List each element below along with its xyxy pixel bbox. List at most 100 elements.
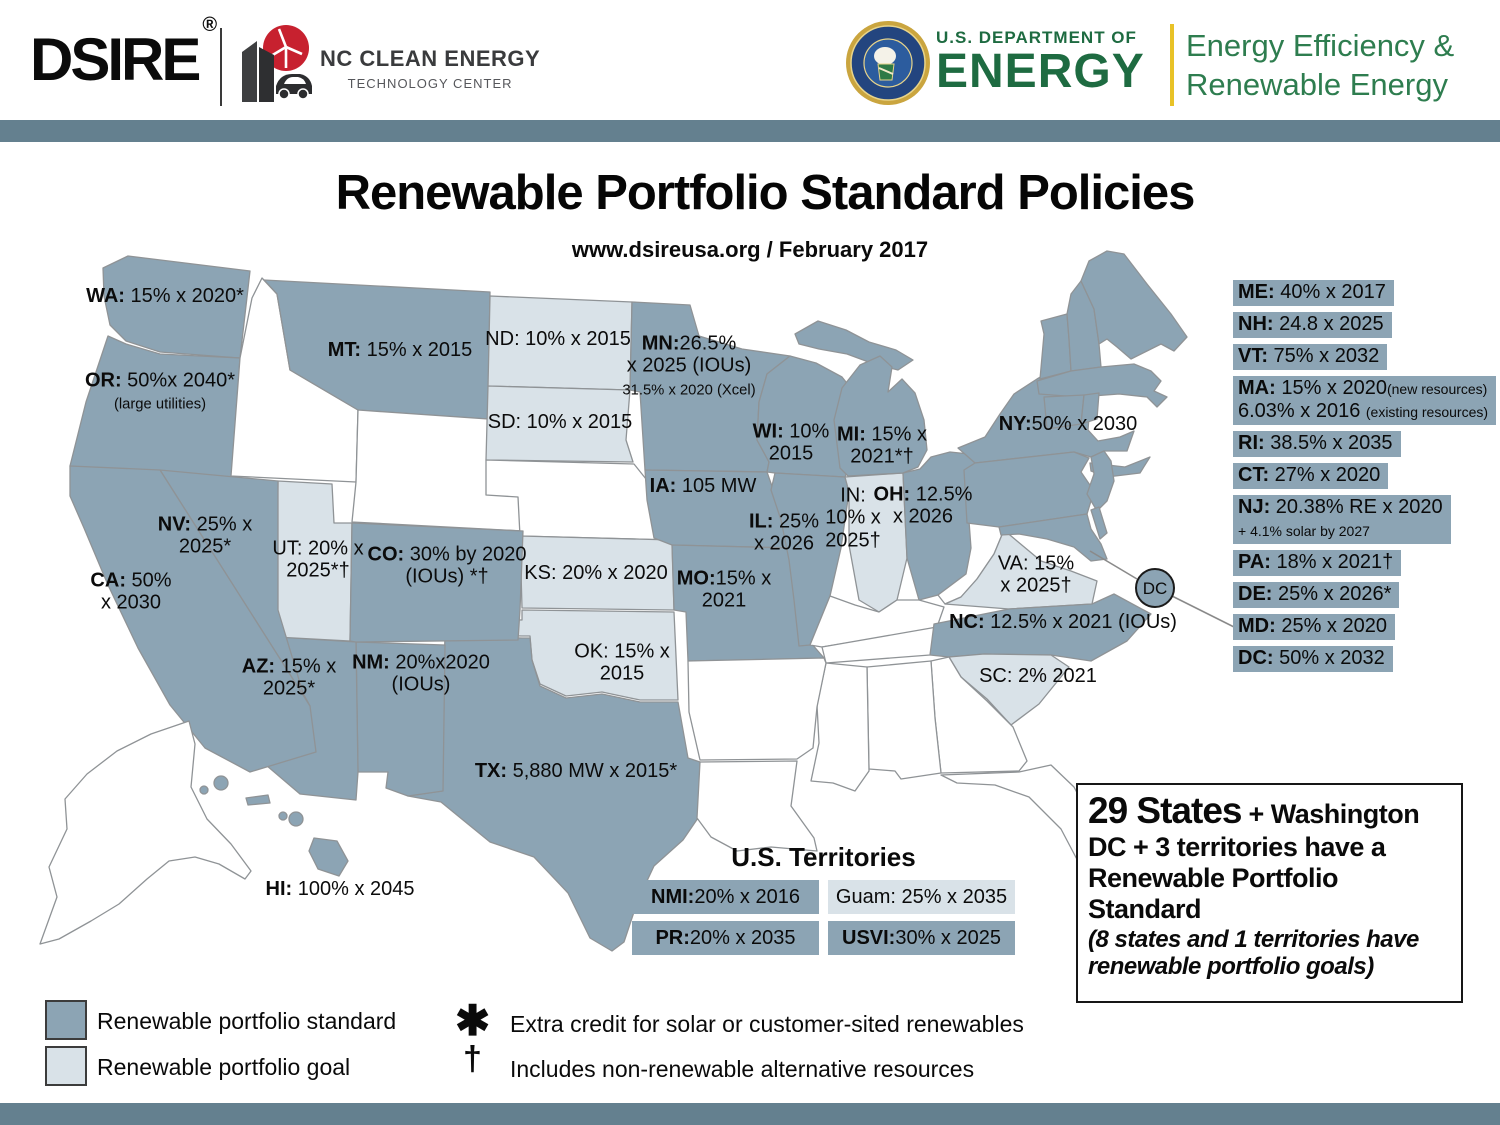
map-label-il: IL: 25% x 2026 bbox=[748, 510, 820, 555]
policy-item-vt: VT: 75% x 2032 bbox=[1233, 344, 1388, 370]
state-ri bbox=[1080, 392, 1100, 425]
state-hi-island bbox=[288, 811, 304, 827]
map-label-or: OR: 50%x 2040* (large utilities) bbox=[84, 369, 236, 413]
map-label-mi: MI: 15% x 2021*† bbox=[836, 423, 928, 468]
doe-dept-of: U.S. DEPARTMENT OF bbox=[936, 28, 1137, 47]
state-de bbox=[1090, 506, 1108, 540]
car-window bbox=[284, 77, 306, 84]
bottom-band bbox=[0, 1103, 1500, 1125]
asterisk-icon: ✱ bbox=[455, 997, 491, 1044]
map-label-ut: UT: 20% x 2025*† bbox=[272, 537, 364, 582]
dsire-wordmark: DSIRE bbox=[30, 26, 201, 93]
map-label-va: VA: 15% x 2025† bbox=[997, 552, 1075, 597]
policy-item-md: MD: 25% x 2020 bbox=[1233, 614, 1395, 640]
map-label-ks: KS: 20% x 2020 bbox=[524, 561, 668, 584]
legend-swatch-rps bbox=[45, 1000, 87, 1040]
car-wheel bbox=[278, 88, 290, 100]
map-label-in: IN: 10% x 2025† bbox=[825, 484, 881, 552]
state-vt bbox=[1039, 313, 1072, 380]
dc-badge-label: DC bbox=[1143, 579, 1168, 598]
legend-label-rps: Renewable portfolio standard bbox=[97, 1008, 397, 1034]
registered-mark: ® bbox=[202, 14, 218, 36]
summary-line3: Renewable Portfolio bbox=[1088, 862, 1339, 893]
building-icon bbox=[242, 41, 257, 102]
summary-count: 29 States bbox=[1088, 790, 1242, 831]
eere-divider bbox=[1170, 24, 1174, 106]
wind-turbine-icon bbox=[270, 28, 303, 68]
legend-swatch-goal bbox=[45, 1046, 87, 1086]
dc-leader-line bbox=[1171, 595, 1241, 631]
territory-item-nmi: NMI: 20% x 2016 bbox=[632, 880, 819, 914]
car-wheel bbox=[297, 88, 309, 100]
eere-text: Energy Efficiency & Renewable Energy bbox=[1186, 27, 1454, 105]
map-label-nc: NC: 12.5% x 2021 (IOUs) bbox=[949, 610, 1177, 633]
state-ak bbox=[39, 720, 252, 945]
policy-item-pa: PA: 18% x 2021† bbox=[1233, 550, 1402, 576]
legend-asterisk-text: Extra credit for solar or customer-sited… bbox=[510, 1011, 1024, 1037]
map-label-wa: WA: 15% x 2020* bbox=[86, 284, 244, 307]
building-icon bbox=[259, 47, 274, 102]
summary-note-line1: (8 states and 1 territories have bbox=[1088, 926, 1419, 954]
nc-clean-energy-icon bbox=[242, 25, 312, 102]
state-la bbox=[696, 760, 818, 852]
nc-subname: TECHNOLOGY CENTER bbox=[347, 76, 513, 91]
map-label-az: AZ: 15% x 2025* bbox=[241, 655, 337, 700]
map-label-ny: NY:50% x 2030 bbox=[998, 412, 1138, 435]
map-label-co: CO: 30% by 2020 (IOUs) *† bbox=[367, 543, 527, 588]
policy-item-me: ME: 40% x 2017 bbox=[1233, 280, 1394, 306]
policy-item-ct: CT: 27% x 2020 bbox=[1233, 463, 1389, 489]
state-ms bbox=[810, 662, 870, 792]
territory-item-guam: Guam: 25% x 2035 bbox=[828, 880, 1015, 914]
map-label-oh: OH: 12.5% x 2026 bbox=[873, 483, 973, 528]
nc-name: NC CLEAN ENERGY bbox=[320, 46, 541, 71]
state-md bbox=[998, 513, 1108, 562]
state-hi-island bbox=[278, 811, 288, 821]
state-nm bbox=[355, 641, 446, 797]
eere-line2: Renewable Energy bbox=[1186, 66, 1448, 102]
state-al bbox=[866, 660, 942, 780]
map-label-nv: NV: 25% x 2025* bbox=[157, 513, 253, 558]
policy-item-nj: NJ: 20.38% RE x 2020 + 4.1% solar by 2027 bbox=[1233, 495, 1451, 544]
summary-note-line2: renewable portfolio goals) bbox=[1088, 953, 1374, 981]
state-wa bbox=[102, 255, 251, 359]
state-tx bbox=[407, 635, 701, 952]
map-label-ca: CA: 50% x 2030 bbox=[90, 569, 172, 614]
territories-grid: NMI: 20% x 2016 Guam: 25% x 2035 PR: 20% x… bbox=[632, 880, 1015, 955]
summary-box: 29 States + Washington DC + 3 territorie… bbox=[1076, 783, 1463, 1003]
state-hi-big-island bbox=[308, 837, 349, 877]
state-hi-island bbox=[245, 794, 271, 806]
nc-clean-energy-text: NC CLEAN ENERGY TECHNOLOGY CENTER bbox=[320, 46, 540, 91]
map-label-mt: MT: 15% x 2015 bbox=[327, 338, 473, 361]
dc-badge-circle bbox=[1135, 568, 1175, 608]
dagger-icon: † bbox=[463, 1040, 482, 1078]
map-label-sc: SC: 2% 2021 bbox=[979, 664, 1097, 687]
doe-energy: ENERGY bbox=[936, 45, 1145, 98]
map-label-mo: MO:15% x 2021 bbox=[676, 567, 772, 612]
territory-item-usvi: USVI: 30% x 2025 bbox=[828, 921, 1015, 955]
map-label-nm: NM: 20%x2020 (IOUs) bbox=[352, 651, 490, 696]
doe-wordmark: U.S. DEPARTMENT OF ENERGY bbox=[936, 28, 1145, 96]
eere-line1: Energy Efficiency & bbox=[1186, 28, 1455, 63]
legend-dagger-text: Includes non-renewable alternative resou… bbox=[510, 1056, 975, 1082]
state-mi bbox=[833, 355, 928, 477]
map-label-mn: MN:26.5% x 2025 (IOUs) 31.5% x 2020 (Xcel) bbox=[622, 332, 756, 399]
territories-title: U.S. Territories bbox=[731, 842, 916, 872]
state-co bbox=[349, 522, 524, 643]
policy-item-ri: RI: 38.5% x 2035 bbox=[1233, 431, 1401, 457]
state-mi-upper bbox=[794, 320, 914, 371]
map-label-ok: OK: 15% x 2015 bbox=[574, 640, 670, 685]
state-me bbox=[1080, 250, 1188, 360]
map-label-tx: TX: 5,880 MW x 2015* bbox=[474, 759, 678, 782]
summary-line1-rest: + Washington bbox=[1241, 799, 1420, 829]
summary-line4: Standard bbox=[1088, 893, 1202, 924]
map-label-sd: SD: 10% x 2015 bbox=[487, 410, 633, 433]
summary-line2: DC + 3 territories have a bbox=[1088, 832, 1386, 862]
territory-item-pr: PR: 20% x 2035 bbox=[632, 921, 819, 955]
dsire-logo: DSIRE® bbox=[30, 15, 217, 90]
policy-item-dc: DC: 50% x 2032 bbox=[1233, 646, 1393, 672]
map-label-wi: WI: 10% 2015 bbox=[752, 420, 830, 465]
state-nj bbox=[1086, 450, 1115, 512]
policy-item-de: DE: 25% x 2026* bbox=[1233, 582, 1400, 608]
state-pa bbox=[963, 451, 1095, 528]
